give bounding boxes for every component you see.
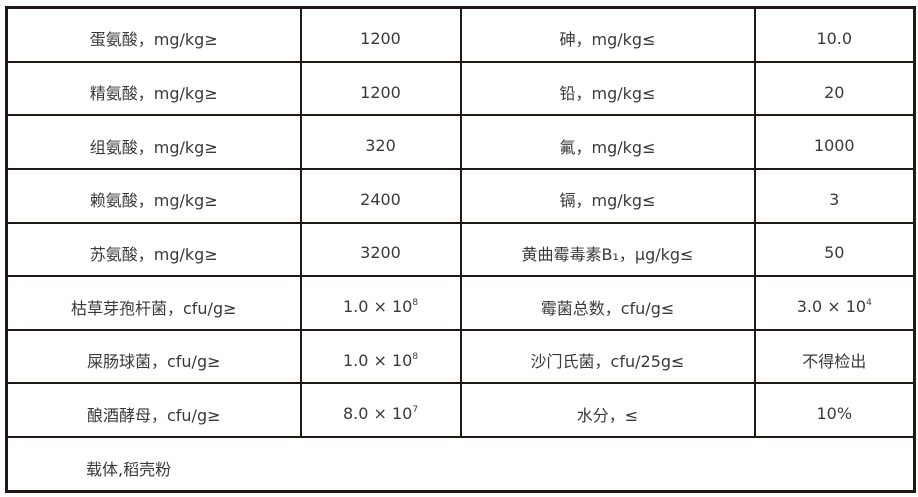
table-row: 赖氨酸，mg/kg≥ 2400 镉，mg/kg≤ 3 xyxy=(5,168,916,224)
indicator-value: 1.0 × 108 xyxy=(299,328,462,385)
indicator-value: 1200 xyxy=(299,60,462,117)
limit-value: 10% xyxy=(753,382,916,439)
limit-name: 霉菌总数，cfu/g≤ xyxy=(459,275,756,331)
value-text: 320 xyxy=(365,136,396,156)
table-row: 苏氨酸，mg/kg≥ 3200 黄曲霉毒素B₁，μg/kg≤ 50 xyxy=(5,221,916,278)
indicator-name: 赖氨酸，mg/kg≥ xyxy=(5,168,302,224)
indicator-value: 1.0 × 108 xyxy=(299,275,462,331)
limit-name: 水分，≤ xyxy=(459,382,756,439)
note-row: 载体,稻壳粉 xyxy=(5,436,916,493)
exponent: 8 xyxy=(412,298,419,309)
indicator-value: 3200 xyxy=(299,221,462,278)
value-text: 20 xyxy=(824,82,845,102)
value-text: 3.0 × 10 xyxy=(796,297,867,317)
indicator-name: 精氨酸，mg/kg≥ xyxy=(5,60,302,117)
exponent: 7 xyxy=(412,405,419,416)
value-text: 不得检出 xyxy=(802,352,867,372)
indicator-value: 8.0 × 107 xyxy=(299,382,462,439)
value-text: 1200 xyxy=(360,82,401,102)
limit-name: 氟，mg/kg≤ xyxy=(459,114,756,171)
value-text: 8.0 × 10 xyxy=(342,404,413,424)
limit-value: 50 xyxy=(753,221,916,278)
limit-name: 黄曲霉毒素B₁，μg/kg≤ xyxy=(459,221,756,278)
table-row: 组氨酸，mg/kg≥ 320 氟，mg/kg≤ 1000 xyxy=(5,114,916,171)
indicator-name: 酿酒酵母，cfu/g≥ xyxy=(5,382,302,439)
table-row: 蛋氨酸，mg/kg≥ 1200 砷，mg/kg≤ 10.0 xyxy=(5,6,916,63)
limit-name: 沙门氏菌，cfu/25g≤ xyxy=(459,328,756,385)
carrier-note: 载体,稻壳粉 xyxy=(5,436,916,493)
indicator-value: 320 xyxy=(299,114,462,171)
limit-value: 10.0 xyxy=(753,6,916,63)
specification-table: 蛋氨酸，mg/kg≥ 1200 砷，mg/kg≤ 10.0 精氨酸，mg/kg≥ 1200… xyxy=(5,6,916,493)
value-text: 1.0 × 10 xyxy=(342,350,413,370)
table-row: 屎肠球菌，cfu/g≥ 1.0 × 108 沙门氏菌，cfu/25g≤ 不得检出 xyxy=(5,328,916,385)
value-text: 50 xyxy=(824,243,845,263)
exponent: 8 xyxy=(412,351,419,362)
table-row: 枯草芽孢杆菌，cfu/g≥ 1.0 × 108 霉菌总数，cfu/g≤ 3.0 × 1… xyxy=(5,275,916,331)
limit-name: 砷，mg/kg≤ xyxy=(459,6,756,63)
value-text: 1.0 × 10 xyxy=(342,297,413,317)
indicator-name: 苏氨酸，mg/kg≥ xyxy=(5,221,302,278)
value-text: 10.0 xyxy=(816,28,853,48)
limit-value: 1000 xyxy=(753,114,916,171)
limit-value: 20 xyxy=(753,60,916,117)
indicator-value: 2400 xyxy=(299,168,462,224)
indicator-name: 蛋氨酸，mg/kg≥ xyxy=(5,6,302,63)
value-text: 2400 xyxy=(360,189,401,209)
table-row: 酿酒酵母，cfu/g≥ 8.0 × 107 水分，≤ 10% xyxy=(5,382,916,439)
limit-value: 3 xyxy=(753,168,916,224)
indicator-value: 1200 xyxy=(299,6,462,63)
indicator-name: 枯草芽孢杆菌，cfu/g≥ xyxy=(5,275,302,331)
limit-value: 3.0 × 104 xyxy=(753,275,916,331)
indicator-name: 屎肠球菌，cfu/g≥ xyxy=(5,328,302,385)
limit-name: 铅，mg/kg≤ xyxy=(459,60,756,117)
value-text: 1200 xyxy=(360,28,401,48)
value-text: 10% xyxy=(816,404,853,424)
table-row: 精氨酸，mg/kg≥ 1200 铅，mg/kg≤ 20 xyxy=(5,60,916,117)
value-text: 3200 xyxy=(360,243,401,263)
exponent: 4 xyxy=(866,298,872,309)
value-text: 3 xyxy=(829,189,840,209)
limit-name: 镉，mg/kg≤ xyxy=(459,168,756,224)
indicator-name: 组氨酸，mg/kg≥ xyxy=(5,114,302,171)
limit-value: 不得检出 xyxy=(753,328,916,385)
value-text: 1000 xyxy=(813,136,855,156)
